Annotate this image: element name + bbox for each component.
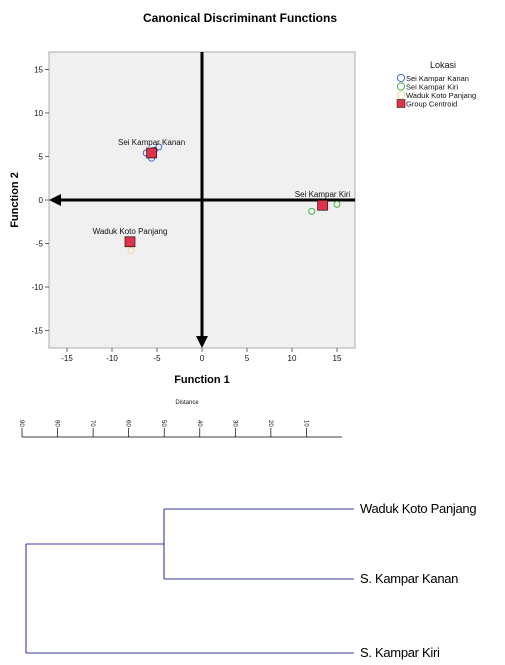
group-centroid-marker (124, 236, 136, 248)
x-tick-label: 10 (288, 354, 297, 363)
dendrogram-leaf-label: S. Kampar Kanan (360, 571, 458, 586)
legend-marker (396, 90, 406, 100)
y-axis-title: Function 2 (9, 172, 21, 228)
distance-tick-label: 30 (231, 420, 237, 427)
dendrogram-leaf-labels: Waduk Koto Panjang S. Kampar Kanan S. Kamp… (360, 501, 477, 660)
x-tick-label: -10 (106, 354, 118, 363)
distance-tick-label: 40 (196, 420, 202, 427)
group-centroid-marker (317, 199, 328, 211)
group-centroid-marker (146, 147, 157, 159)
data-point (308, 207, 316, 215)
distance-tick-label: 70 (89, 420, 95, 427)
distance-tick-label: 60 (125, 420, 131, 427)
y-tick-label: -10 (31, 283, 43, 292)
data-point (127, 247, 135, 254)
y-tick-label: 15 (34, 65, 43, 74)
distance-tick-label: 90 (18, 420, 24, 427)
x-tick-label: -15 (61, 354, 73, 363)
centroid-label: Waduk Koto Panjang (93, 227, 168, 236)
legend-marker (396, 99, 406, 108)
axis-arrows (49, 52, 355, 348)
centroid-label: Sei Kampar Kanan (118, 138, 185, 147)
x-axis-ticks: -15 -10 -5 0 5 10 15 (61, 348, 342, 363)
scatter-plot: 15 10 5 0 -5 -10 -15 -15 -10 -5 0 5 10 15 Sei Kampar… (31, 51, 356, 363)
legend-marker (396, 73, 406, 83)
x-tick-label: 15 (333, 354, 342, 363)
dendrogram-branches (25, 508, 354, 654)
axis-arrow-head (49, 194, 61, 206)
data-point (155, 143, 163, 151)
distance-axis-title: Distance (175, 400, 199, 406)
distance-tick-label: 80 (54, 420, 60, 427)
legend-marker (396, 82, 406, 91)
distance-tick-label: 50 (160, 420, 166, 427)
x-axis-title: Function 1 (174, 374, 230, 386)
y-tick-label: 0 (39, 196, 44, 205)
dendrogram-leaf-label: Waduk Koto Panjang (360, 501, 476, 516)
distance-axis-ticks: 90 80 70 60 50 40 30 20 10 (18, 420, 308, 437)
x-tick-label: -5 (153, 354, 161, 363)
data-point (333, 200, 341, 208)
legend-label: Waduk Koto Panjang (406, 91, 476, 100)
legend-label: Group Centroid (406, 100, 457, 109)
legend-label: Sei Kampar Kanan (406, 74, 469, 83)
y-tick-label: -15 (31, 327, 43, 336)
dendrogram-leaf-label: S. Kampar Kiri (360, 645, 440, 660)
y-axis-ticks: 15 10 5 0 -5 -10 -15 (31, 65, 49, 336)
y-tick-label: -5 (36, 240, 44, 249)
centroid-label: Sei Kampar Kiri (295, 190, 351, 199)
axis-arrow-head (196, 336, 208, 348)
legend-label: Sei Kampar Kiri (406, 83, 458, 92)
group-centroids: Sei Kampar Kanan Sei Kampar Kiri Waduk Kot… (93, 138, 351, 248)
chart-title: Canonical Discriminant Functions (143, 11, 337, 25)
dendrogram: Distance 90 80 70 60 50 40 30 20 10 Waduk Koto P… (18, 400, 477, 660)
legend-title: Lokasi (430, 60, 456, 70)
distance-tick-label: 20 (267, 420, 273, 427)
x-tick-label: 5 (245, 354, 250, 363)
y-tick-label: 5 (39, 152, 44, 161)
y-tick-label: 10 (34, 109, 43, 118)
x-tick-label: 0 (200, 354, 205, 363)
distance-tick-label: 10 (302, 420, 308, 427)
